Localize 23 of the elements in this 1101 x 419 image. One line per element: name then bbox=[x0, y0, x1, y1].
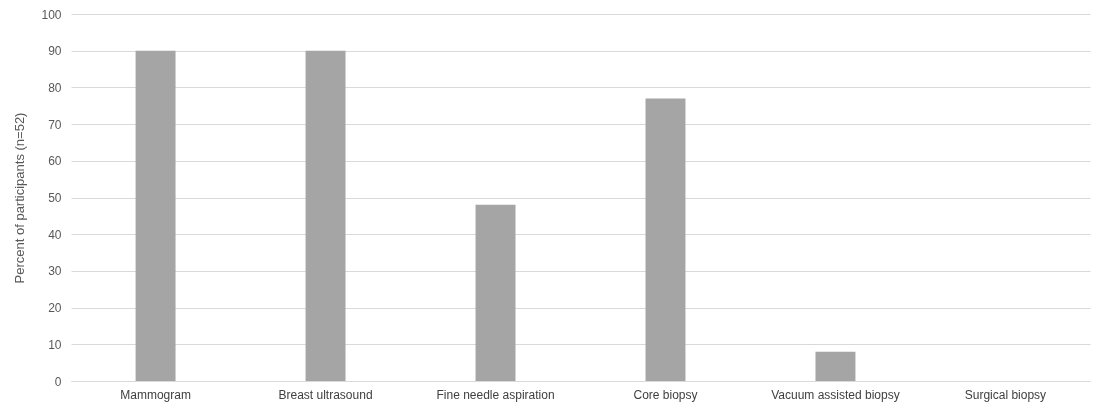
bar bbox=[135, 50, 176, 381]
bar bbox=[305, 50, 346, 381]
x-tick-label: Fine needle aspiration bbox=[436, 387, 555, 402]
y-tick-label: 10 bbox=[48, 337, 62, 352]
x-tick-label: Core biopsy bbox=[633, 387, 698, 402]
y-tick-label: 90 bbox=[48, 44, 62, 59]
y-tick-label: 100 bbox=[41, 7, 62, 22]
y-tick-label: 0 bbox=[54, 374, 62, 389]
bar bbox=[645, 98, 686, 381]
x-tick-label: Breast ultrasound bbox=[278, 387, 373, 402]
y-tick-label: 40 bbox=[48, 227, 62, 242]
y-tick-label: 50 bbox=[48, 191, 62, 205]
y-tick-label: 60 bbox=[48, 154, 62, 169]
bar bbox=[815, 351, 856, 381]
y-axis-title: Percent of participants (n=52) bbox=[12, 112, 28, 284]
y-tick-label: 30 bbox=[48, 264, 62, 279]
y-tick-label: 70 bbox=[48, 117, 62, 132]
y-tick-label: 20 bbox=[48, 301, 62, 316]
bar bbox=[475, 204, 516, 381]
y-tick-label: 80 bbox=[48, 80, 62, 95]
x-tick-label: Mammogram bbox=[120, 387, 191, 402]
x-tick-label: Vacuum assisted biopsy bbox=[771, 387, 900, 402]
x-tick-label: Surgical biopsy bbox=[964, 387, 1047, 402]
